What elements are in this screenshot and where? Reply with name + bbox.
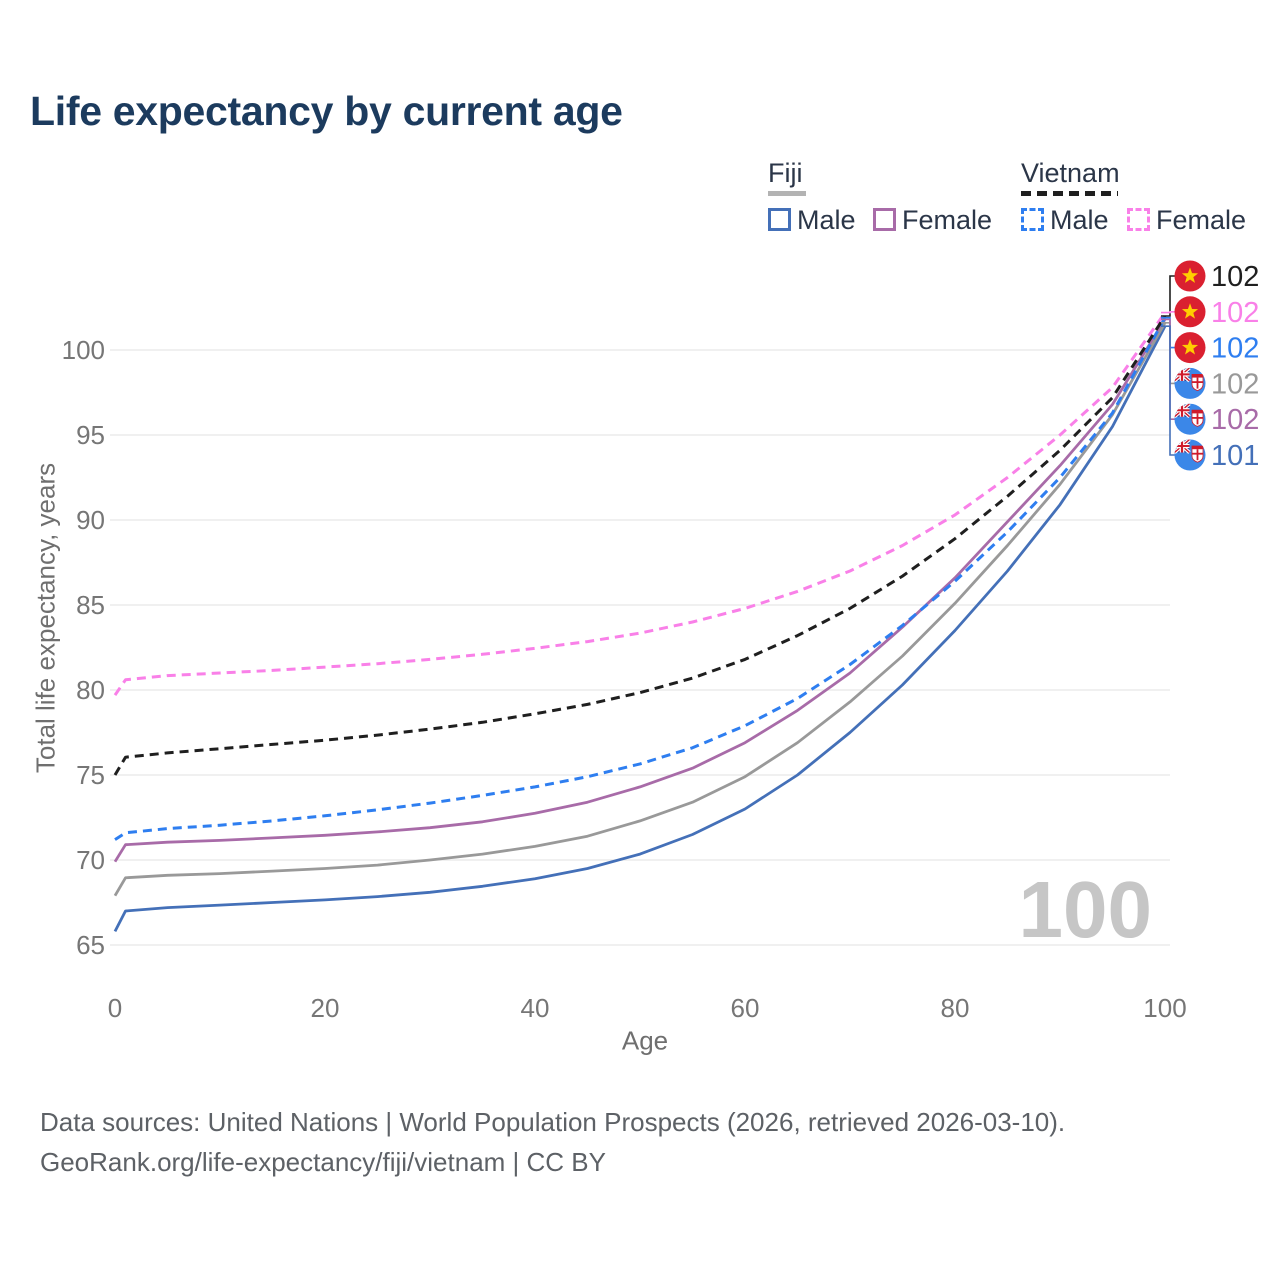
end-value-label-vietnam-male: 102 [1211,333,1259,365]
x-tick-label: 40 [521,993,550,1023]
x-tick-label: 60 [731,993,760,1023]
legend-vietnam-female-label[interactable]: Female [1156,205,1247,235]
vietnam-flag-icon [1174,296,1206,328]
vietnam-star [1181,303,1199,319]
y-tick-label: 90 [76,505,105,535]
end-value-label-vietnam-female: 102 [1211,297,1259,329]
legend-fiji-title: Fiji [768,158,803,188]
series-line-vietnam-total[interactable] [113,315,1167,776]
attribution-line: GeoRank.org/life-expectancy/fiji/vietnam… [40,1147,606,1177]
vietnam-star [1181,339,1199,355]
legend-vietnam-title: Vietnam [1021,158,1120,188]
end-label-leader-vietnam-total [1161,275,1177,317]
legend-fiji-underline [768,191,806,196]
end-label-leader-vietnam-female [1161,310,1177,314]
series-line-vietnam-male[interactable] [114,316,1167,841]
series-line-fiji-total[interactable] [113,322,1167,897]
legend-vietnam-underline [1021,191,1118,196]
y-axis-title: Total life expectancy, years [30,462,61,774]
vietnam-flag-icon [1174,332,1206,364]
y-tick-label: 80 [76,675,105,705]
end-label-leader-fiji-male [1161,325,1177,456]
fiji-flag-icon [1174,367,1206,399]
y-tick-label: 65 [76,930,105,960]
series-line-vietnam-female[interactable] [113,311,1167,696]
x-tick-label: 0 [108,993,122,1023]
hover-age-watermark: 100 [1018,865,1152,954]
vietnam-star [1181,267,1199,283]
legend-fiji-female-swatch[interactable] [873,208,896,231]
series-line-fiji-female[interactable] [113,318,1167,863]
page-title: Life expectancy by current age [30,88,623,134]
y-tick-label: 75 [76,760,105,790]
y-tick-label: 95 [76,420,105,450]
end-value-label-fiji-male: 101 [1211,440,1259,472]
end-value-label-vietnam-total: 102 [1211,261,1259,293]
fiji-flag-icon [1174,439,1206,471]
x-tick-label: 100 [1143,993,1186,1023]
legend-fiji-male-swatch[interactable] [768,208,791,231]
legend-vietnam-female-swatch[interactable] [1127,208,1150,231]
x-axis-title: Age [621,1025,669,1056]
end-value-label-fiji-female: 102 [1211,404,1259,436]
x-tick-label: 80 [941,993,970,1023]
end-value-label-fiji-total: 102 [1211,368,1259,400]
end-label-leader-fiji-female [1161,318,1177,421]
legend-fiji-female-label[interactable]: Female [902,205,993,235]
data-source-line: Data sources: United Nations | World Pop… [40,1107,1066,1137]
y-tick-label: 85 [76,590,105,620]
y-tick-label: 70 [76,845,105,875]
y-tick-label: 100 [62,335,105,365]
legend-fiji-male-label[interactable]: Male [797,205,856,235]
x-tick-label: 20 [311,993,340,1023]
legend-vietnam-male-swatch[interactable] [1021,208,1044,231]
legend-vietnam-male-label[interactable]: Male [1050,205,1109,235]
vietnam-flag-icon [1174,260,1206,292]
fiji-flag-icon [1174,403,1206,435]
series-line-fiji-male[interactable] [113,325,1167,933]
